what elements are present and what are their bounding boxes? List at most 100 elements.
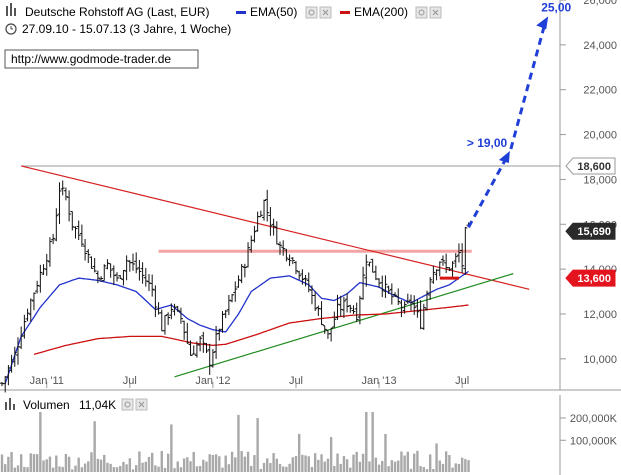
- volume-bar: [432, 468, 435, 472]
- x-tick-label: Jan '12: [195, 375, 230, 387]
- volume-bar: [297, 433, 301, 472]
- volume-bar: [71, 469, 74, 472]
- price-bar: [338, 295, 343, 317]
- close-icon[interactable]: [319, 6, 332, 19]
- y-tick-label: 24,000: [583, 40, 617, 52]
- settings-icon[interactable]: [121, 398, 134, 411]
- y-tick-label: 22,000: [583, 85, 617, 97]
- source-box[interactable]: http://www.godmode-trader.de: [4, 49, 199, 69]
- volume-bar: [400, 451, 403, 472]
- price-bar: [44, 253, 49, 276]
- volume-bar: [42, 460, 45, 472]
- volume-y-tick-label: 200,000K: [570, 413, 618, 425]
- price-tag-label: 13,600: [577, 273, 611, 285]
- projection-line: [467, 156, 509, 228]
- close-icon[interactable]: [135, 398, 148, 411]
- volume-bar: [377, 464, 381, 472]
- volume-bar: [240, 451, 243, 472]
- volume-bar: [122, 461, 125, 472]
- volume-bar: [425, 469, 429, 472]
- price-bar: [463, 226, 468, 276]
- price-bar: [354, 302, 359, 323]
- price-tag: 18,600: [565, 157, 616, 175]
- price-bar: [335, 294, 340, 320]
- volume-bar: [259, 468, 263, 472]
- volume-bar: [48, 456, 52, 472]
- price-bar: [153, 285, 158, 318]
- projection-line: [509, 22, 547, 150]
- volume-bar: [198, 465, 202, 472]
- price-bar: [182, 320, 187, 340]
- volume-bar: [211, 454, 215, 472]
- volume-bar: [128, 458, 132, 472]
- volume-bar: [406, 451, 410, 472]
- legend-ema200: EMA(200): [340, 5, 442, 19]
- price-bar: [246, 242, 251, 268]
- volume-bar: [135, 465, 138, 472]
- price-bar: [434, 269, 439, 281]
- volume-bar: [192, 451, 195, 472]
- legend-ema50-swatch: [236, 11, 246, 14]
- price-tag: 15,690: [565, 222, 616, 240]
- price-bar: [399, 299, 404, 318]
- volume-title: Volumen: [23, 398, 70, 412]
- volume-bar: [80, 467, 84, 472]
- volume-bar: [333, 465, 336, 472]
- volume-bar: [275, 458, 279, 472]
- price-bar: [393, 292, 398, 298]
- close-icon[interactable]: [429, 6, 442, 19]
- price-bar: [415, 299, 420, 318]
- price-bar: [421, 303, 426, 330]
- volume-bar: [422, 467, 425, 472]
- volume-bar: [214, 454, 218, 472]
- price-bar: [287, 254, 292, 267]
- volume-bar: [154, 465, 157, 472]
- volume-y-tick-label: 100,000K: [570, 435, 618, 447]
- price-bar: [140, 262, 145, 284]
- price-bar: [293, 261, 298, 275]
- source-url[interactable]: http://www.godmode-trader.de: [11, 52, 171, 66]
- price-bar: [265, 189, 270, 222]
- volume-bar: [218, 456, 221, 472]
- volume-bar: [237, 414, 240, 472]
- price-bar: [210, 349, 215, 368]
- volume-bar: [138, 451, 141, 472]
- projection-arrowhead: [536, 16, 549, 30]
- price-bar: [134, 252, 139, 274]
- price-bar: [150, 274, 155, 297]
- volume-bar: [352, 454, 355, 472]
- price-bar: [284, 248, 289, 262]
- price-bar: [418, 300, 423, 330]
- volume-bar: [250, 465, 253, 472]
- volume-bar: [99, 459, 103, 472]
- volume-bar: [368, 461, 371, 472]
- price-bar: [127, 260, 132, 272]
- volume-bar: [444, 451, 448, 472]
- y-tick-label: 20,000: [583, 130, 617, 142]
- price-bar: [201, 331, 206, 353]
- volume-bar: [16, 465, 20, 472]
- price-bar: [456, 243, 461, 263]
- price-bar: [262, 199, 267, 221]
- volume-bar: [227, 464, 231, 472]
- price-bar: [19, 326, 24, 349]
- volume-bar: [205, 461, 208, 472]
- volume-bar: [326, 458, 330, 472]
- volume-bar: [345, 459, 349, 472]
- price-bar: [108, 263, 113, 278]
- volume-bar: [313, 453, 317, 472]
- volume-panel: Volumen 11,04K 200,000K 100,000K: [0, 395, 618, 475]
- volume-bar: [141, 462, 144, 472]
- volume-bar: [93, 421, 96, 472]
- ema200-line: [33, 304, 469, 356]
- price-bar: [159, 309, 164, 332]
- volume-bar: [125, 464, 128, 472]
- settings-icon[interactable]: [415, 6, 428, 19]
- price-bar: [54, 208, 59, 242]
- volume-bar: [291, 457, 294, 472]
- volume-bar: [179, 467, 183, 472]
- volume-bar: [438, 460, 441, 472]
- price-bar: [351, 305, 356, 315]
- price-bar: [255, 211, 260, 232]
- settings-icon[interactable]: [305, 6, 318, 19]
